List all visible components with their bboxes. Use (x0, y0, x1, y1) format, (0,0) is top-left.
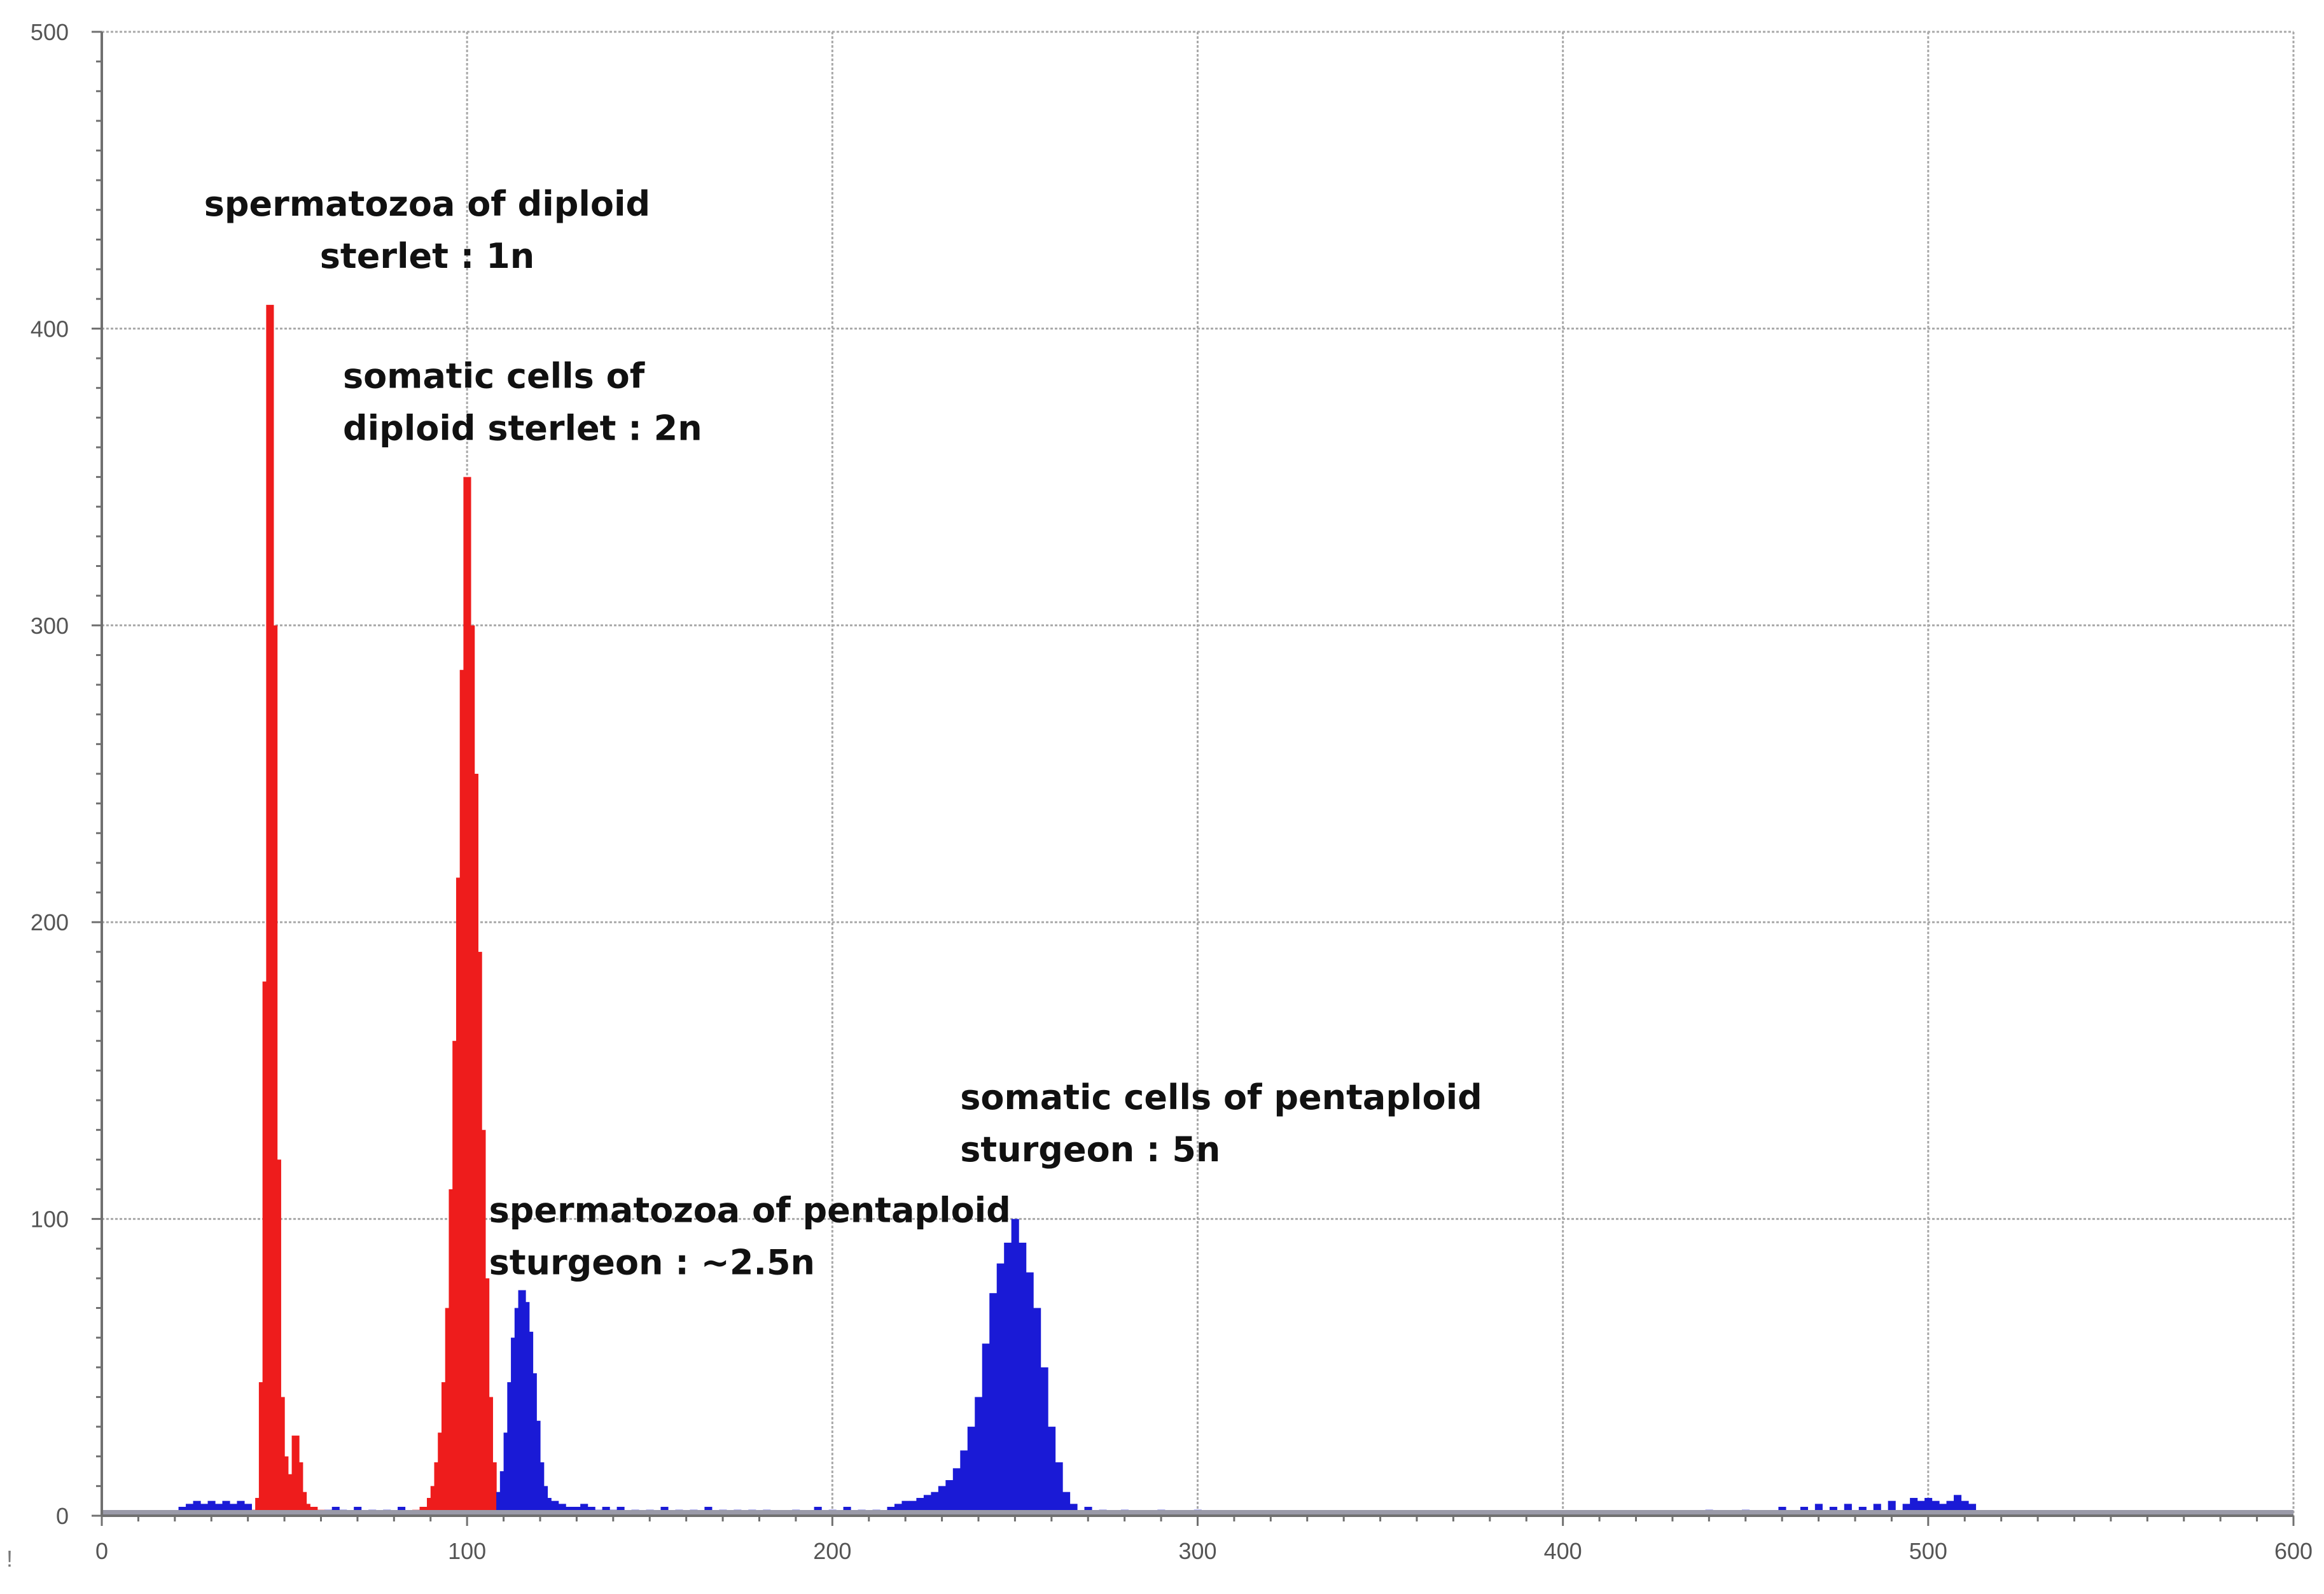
histogram-bar (931, 1492, 939, 1516)
y-tick-label: 300 (31, 613, 69, 639)
tick-labels: 0 100 200 300 400 500 600 0 100 200 300 400 500 (31, 19, 2313, 1564)
histogram-bar (1055, 1462, 1063, 1516)
annotation-line: sterlet : 1n (320, 236, 534, 276)
histogram-bar (1033, 1308, 1041, 1516)
axes (92, 31, 2295, 1526)
x-tick-label: 600 (2274, 1538, 2313, 1564)
y-tick-label: 100 (31, 1206, 69, 1233)
y-tick-label: 0 (56, 1503, 69, 1529)
histogram-bar (938, 1486, 946, 1516)
annotation-line: sturgeon : ~2.5n (489, 1242, 815, 1282)
annotation-line: spermatozoa of pentaploid (489, 1190, 1011, 1230)
x-tick-label: 500 (1909, 1538, 1947, 1564)
histogram-bar (996, 1263, 1005, 1516)
annotation-line: spermatozoa of diploid (204, 184, 650, 224)
histogram-bar (967, 1427, 975, 1516)
x-tick-label: 100 (448, 1538, 486, 1564)
annotation-line: somatic cells of (343, 356, 645, 396)
x-tick-label: 200 (813, 1538, 851, 1564)
x-tick-label: 300 (1178, 1538, 1216, 1564)
x-tick-label: 400 (1544, 1538, 1582, 1564)
y-tick-label: 400 (31, 316, 69, 342)
peak-annotation: somatic cells of diploid sterlet : 2n (343, 356, 702, 449)
histogram-bar (989, 1293, 998, 1516)
histogram-bar (1040, 1367, 1048, 1516)
histogram-bar (1004, 1242, 1012, 1516)
peak-annotation: spermatozoa of pentaploid sturgeon : ~2.5… (489, 1190, 1011, 1282)
peak-annotations: spermatozoa of diploid sterlet : 1n somati… (204, 184, 1482, 1282)
histogram-bar (1026, 1272, 1034, 1516)
histogram-bar (1019, 1242, 1027, 1516)
histogram-bar (945, 1480, 954, 1516)
y-tick-label: 200 (31, 909, 69, 935)
annotation-line: diploid sterlet : 2n (343, 409, 702, 449)
peak-annotation: somatic cells of pentaploid sturgeon : 5n (960, 1077, 1482, 1170)
annotation-line: sturgeon : 5n (960, 1129, 1220, 1170)
annotation-line: somatic cells of pentaploid (960, 1077, 1482, 1117)
histogram-bar (1048, 1427, 1056, 1516)
x-tick-label: 0 (95, 1538, 108, 1564)
histogram-bar (982, 1343, 990, 1516)
histogram-bar (975, 1397, 983, 1516)
histogram-bar (1011, 1219, 1019, 1516)
histogram-bar (952, 1468, 961, 1516)
gridlines (102, 31, 2295, 1516)
y-tick-label: 500 (31, 19, 69, 45)
histogram-bar (960, 1450, 968, 1516)
peak-annotation: spermatozoa of diploid sterlet : 1n (204, 184, 650, 276)
baseline-band (102, 1510, 2293, 1516)
corner-mark: ! (6, 1546, 13, 1572)
histogram-bar (1062, 1492, 1071, 1516)
